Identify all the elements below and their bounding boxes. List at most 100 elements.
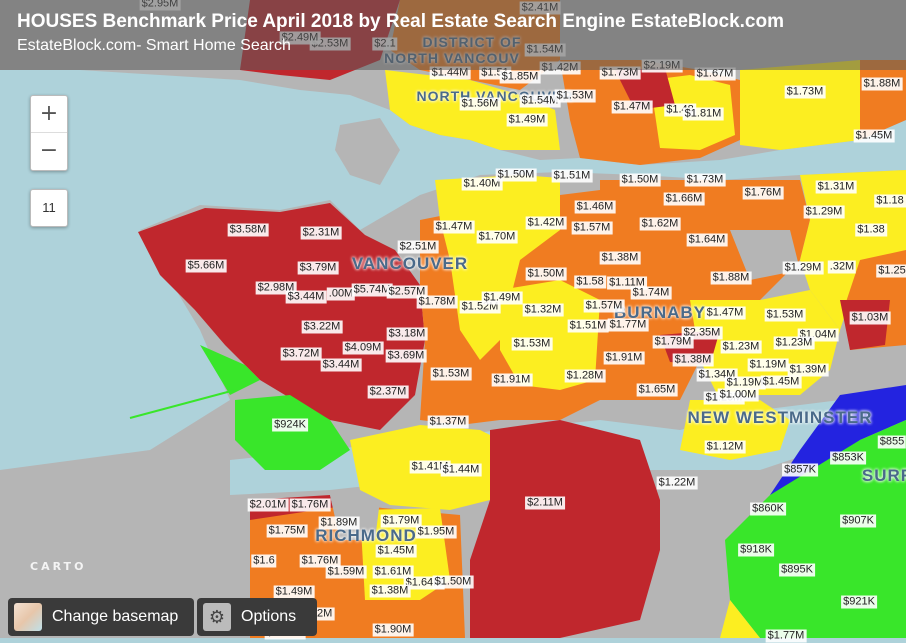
- price-label: $1.89M: [318, 516, 360, 530]
- price-label: $1.45M: [760, 375, 802, 389]
- price-label: $1.49M: [481, 291, 523, 305]
- price-label: $1.44M: [440, 463, 482, 477]
- map-title: HOUSES Benchmark Price April 2018 by Rea…: [17, 11, 784, 32]
- change-basemap-button[interactable]: Change basemap: [8, 598, 194, 636]
- price-label: $1.58: [574, 275, 606, 289]
- price-label: $1.38M: [369, 584, 411, 598]
- region-burnaby-grey: [730, 230, 800, 280]
- price-label: $3.72M: [280, 347, 322, 361]
- region-surrey-green[interactable]: [725, 420, 906, 638]
- basemap-thumbnail-icon: [14, 603, 42, 631]
- price-label: $2.11M: [525, 496, 565, 510]
- price-label: $1.31M: [815, 180, 857, 194]
- price-label: $1.29M: [803, 205, 845, 219]
- price-label: $1.61M: [372, 565, 414, 579]
- price-label: $1.50M: [495, 168, 537, 182]
- place-richmond: RICHMOND: [315, 526, 417, 545]
- price-label: $3.18M: [386, 327, 428, 341]
- price-label: $1.53M: [511, 337, 553, 351]
- price-label: $1.70M: [476, 230, 518, 244]
- price-label: $5.74M: [351, 283, 393, 297]
- region-surrey-yellow[interactable]: [720, 600, 760, 638]
- price-label: $1.88M: [710, 271, 752, 285]
- zoom-in-button[interactable]: +: [39, 101, 59, 126]
- price-label: $1.74M: [630, 286, 672, 300]
- price-label: $1.76M: [299, 554, 341, 568]
- price-label: $1.23M: [720, 340, 762, 354]
- price-label: $1.40M: [461, 177, 503, 191]
- price-label: $918K: [738, 543, 774, 557]
- price-label: $1.76M: [742, 186, 784, 200]
- price-label: $924K: [272, 418, 308, 432]
- price-label: $1.38: [855, 223, 887, 237]
- price-label: $1.78M: [416, 295, 458, 309]
- price-label: $921K: [841, 595, 877, 609]
- stanley-park: [335, 118, 400, 185]
- price-label: $1.25: [876, 264, 906, 278]
- price-label: $1.23M: [773, 336, 815, 350]
- change-basemap-label: Change basemap: [52, 608, 179, 625]
- region-ubc-green[interactable]: [235, 395, 350, 470]
- price-label: $1.81M: [682, 107, 724, 121]
- price-label: $5.66M: [185, 259, 227, 273]
- region-south-red[interactable]: [470, 420, 660, 638]
- price-label: $1.45M: [853, 129, 895, 143]
- spit-green: [129, 389, 236, 419]
- price-label: $1.64M: [686, 233, 728, 247]
- price-label: $2.57M: [386, 285, 428, 299]
- price-label: $1.95M: [415, 525, 457, 539]
- price-label: $895K: [779, 563, 815, 577]
- region-iona-green[interactable]: [200, 345, 260, 395]
- price-label: $2.01M: [247, 498, 289, 512]
- price-label: $1.90M: [372, 623, 414, 637]
- price-label: $1.51M: [551, 169, 593, 183]
- price-label: $1.6: [251, 554, 277, 568]
- price-label: $1.62M: [639, 217, 681, 231]
- price-label: $1.42M: [525, 216, 567, 230]
- price-label: $1.32M: [522, 303, 564, 317]
- price-label: $1.19M: [724, 376, 766, 390]
- price-label: $3.79M: [297, 261, 339, 275]
- map-subtitle: EstateBlock.com- Smart Home Search: [17, 37, 291, 54]
- title-bar: HOUSES Benchmark Price April 2018 by Rea…: [0, 0, 906, 70]
- gear-icon: ⚙: [203, 603, 231, 631]
- price-label: $1.77M: [607, 318, 649, 332]
- place-vancouver: VANCOUVER: [351, 254, 469, 273]
- price-label: .00M: [326, 287, 356, 301]
- price-label: $1.91M: [491, 373, 533, 387]
- price-label: $855: [877, 435, 906, 449]
- price-label: $1.47M: [433, 220, 475, 234]
- options-label: Options: [241, 608, 297, 625]
- price-label: $1.28M: [564, 369, 606, 383]
- zoom-out-button[interactable]: −: [31, 132, 67, 169]
- price-label: $1.53M: [554, 89, 596, 103]
- price-label: $1.73M: [784, 85, 826, 99]
- price-label: $1.54M: [519, 94, 561, 108]
- price-label: $1.49M: [273, 585, 315, 599]
- place-surrey: SURR: [861, 466, 906, 485]
- price-label: $1.77M: [765, 629, 807, 643]
- price-label: $1.53M: [430, 367, 472, 381]
- price-label: $1.00M: [717, 388, 759, 402]
- price-label: $3.44M: [320, 358, 362, 372]
- price-label: $2.51M: [397, 240, 439, 254]
- price-label: $4.09M: [342, 341, 384, 355]
- price-label: $3.22M: [301, 320, 343, 334]
- price-label: $1.37M: [427, 415, 469, 429]
- price-label: $1.66M: [663, 192, 705, 206]
- region-north-east-yellow[interactable]: [740, 60, 860, 150]
- price-label: $907K: [840, 514, 876, 528]
- zoom-control: + −: [30, 95, 68, 171]
- price-label: $1.47M: [611, 100, 653, 114]
- options-button[interactable]: ⚙ Options: [197, 598, 317, 636]
- price-label: $2.31M: [300, 226, 342, 240]
- price-label: $1.88M: [861, 77, 903, 91]
- price-label: $1.57M: [571, 221, 613, 235]
- carto-logo: CARTO: [30, 560, 87, 573]
- price-label: $1.50M: [619, 173, 661, 187]
- price-label: $1.19M: [747, 358, 789, 372]
- price-label: $1.57M: [583, 299, 625, 313]
- price-label: $1.76M: [289, 498, 331, 512]
- price-label: $1.46M: [574, 200, 616, 214]
- price-label: $3.69M: [385, 349, 427, 363]
